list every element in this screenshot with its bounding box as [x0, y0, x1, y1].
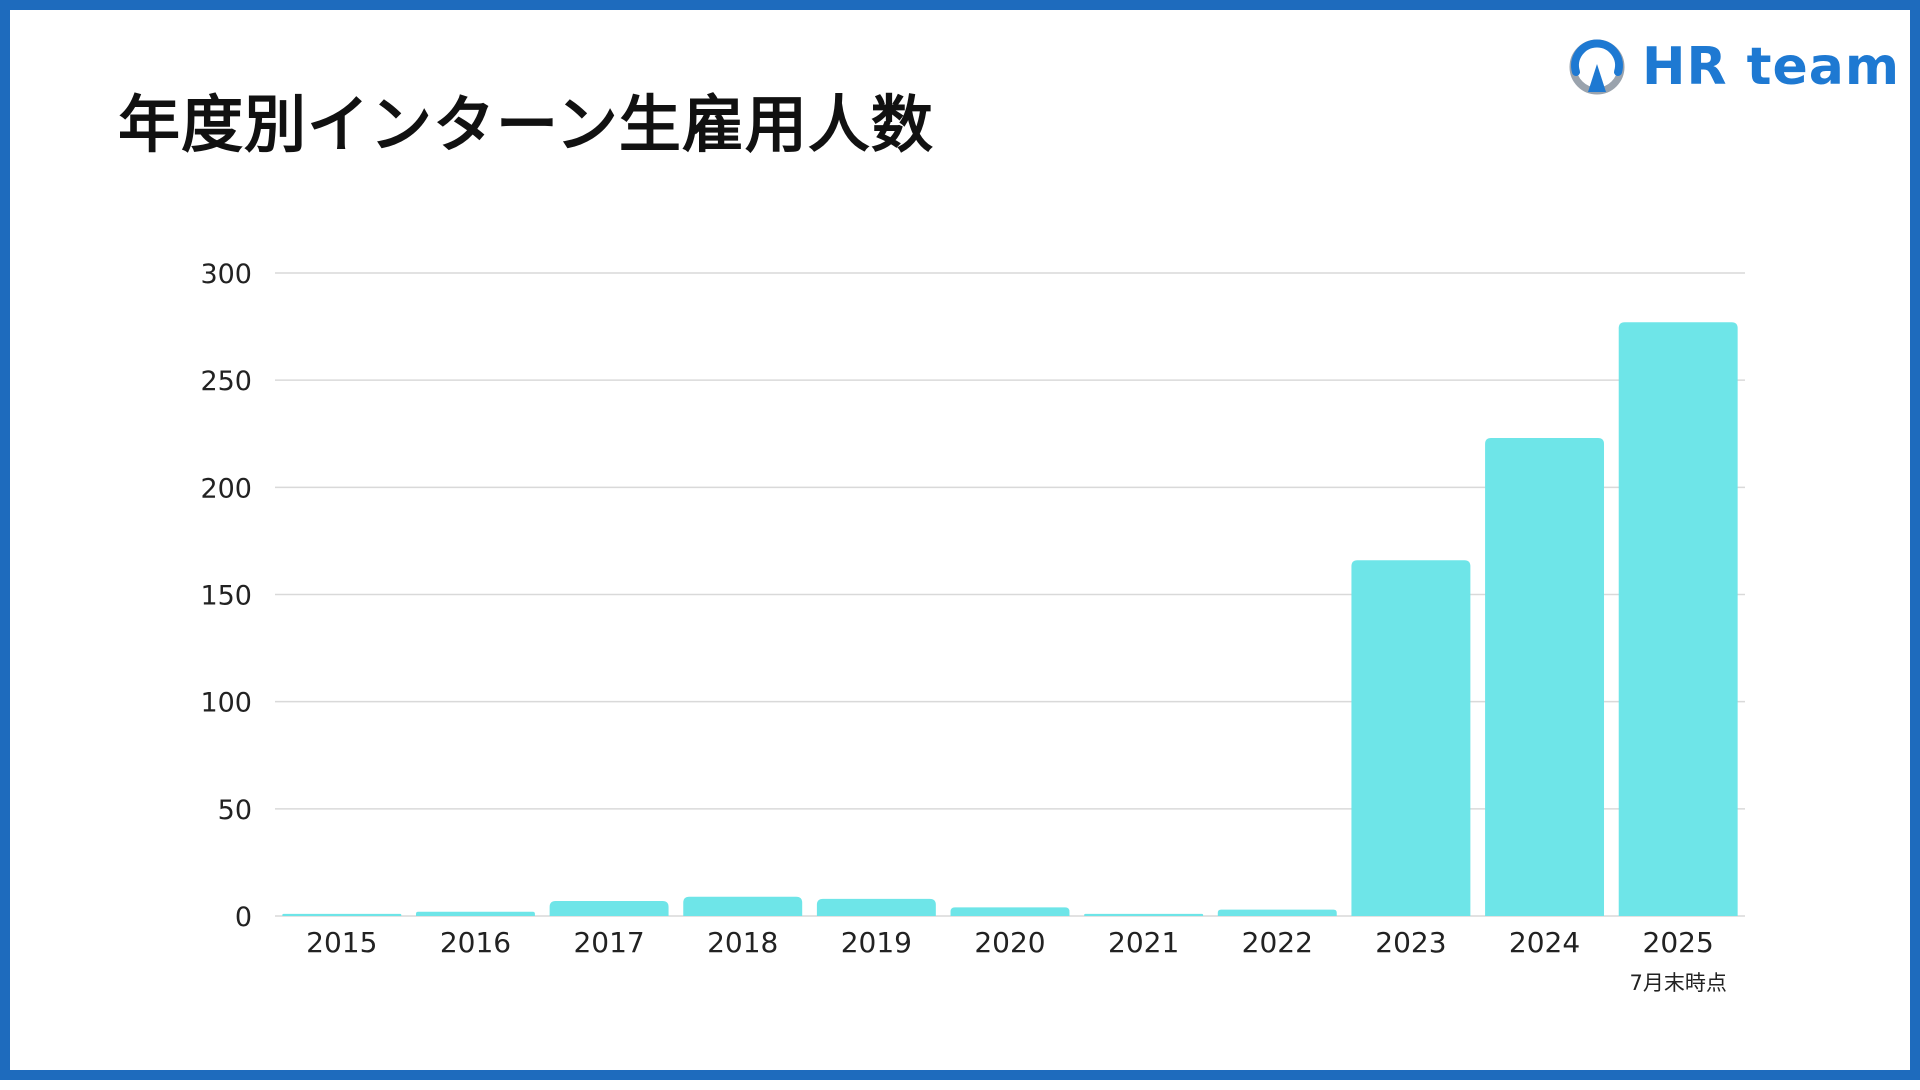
y-axis-ticks: 0 50 100 150 200 250 300 — [200, 259, 252, 933]
x-tick-label: 2016 — [440, 926, 511, 959]
y-tick-label: 150 — [200, 581, 252, 612]
bar-2024 — [1485, 438, 1605, 916]
x-tick-label: 2019 — [841, 926, 912, 959]
x-tick-label: 2015 — [306, 926, 377, 959]
bar-2021 — [1084, 913, 1204, 916]
bar-2022 — [1217, 909, 1337, 916]
x-tick-label: 2021 — [1108, 926, 1179, 959]
bar-2016 — [415, 911, 535, 916]
bar-2020 — [950, 907, 1070, 916]
bar-2017 — [549, 900, 669, 916]
annotations: 7月末時点 — [1629, 971, 1726, 995]
compass-ring-icon — [1569, 39, 1625, 95]
y-tick-label: 100 — [200, 688, 252, 719]
bar-2018 — [683, 896, 803, 916]
x-axis-ticks: 2015 2016 2017 2018 2019 2020 2021 2022 2023 2024… — [306, 926, 1714, 959]
y-tick-label: 300 — [200, 259, 252, 290]
x-tick-label: 2018 — [707, 926, 778, 959]
bar-2023 — [1351, 560, 1471, 916]
x-tick-label: 2020 — [974, 926, 1045, 959]
x-tick-label: 2017 — [573, 926, 644, 959]
bar-2015 — [282, 913, 402, 916]
y-tick-label: 200 — [200, 473, 252, 504]
x-tick-label: 2023 — [1375, 926, 1446, 959]
logo-text: HR team — [1642, 37, 1901, 97]
y-tick-label: 50 — [218, 795, 252, 826]
x-tick-label: 2022 — [1242, 926, 1313, 959]
bar-2019 — [816, 898, 936, 916]
page-title: 年度別インターン生雇用人数 — [118, 88, 934, 161]
bars — [282, 322, 1738, 917]
x-tick-label: 2024 — [1509, 926, 1580, 959]
x-tick-label: 2025 — [1643, 926, 1714, 959]
y-tick-label: 250 — [200, 366, 252, 397]
annotation-label: 7月末時点 — [1629, 971, 1726, 995]
hr-team-logo: HR team — [1566, 32, 1906, 102]
y-tick-label: 0 — [235, 902, 252, 933]
bar-2025 — [1618, 322, 1738, 917]
